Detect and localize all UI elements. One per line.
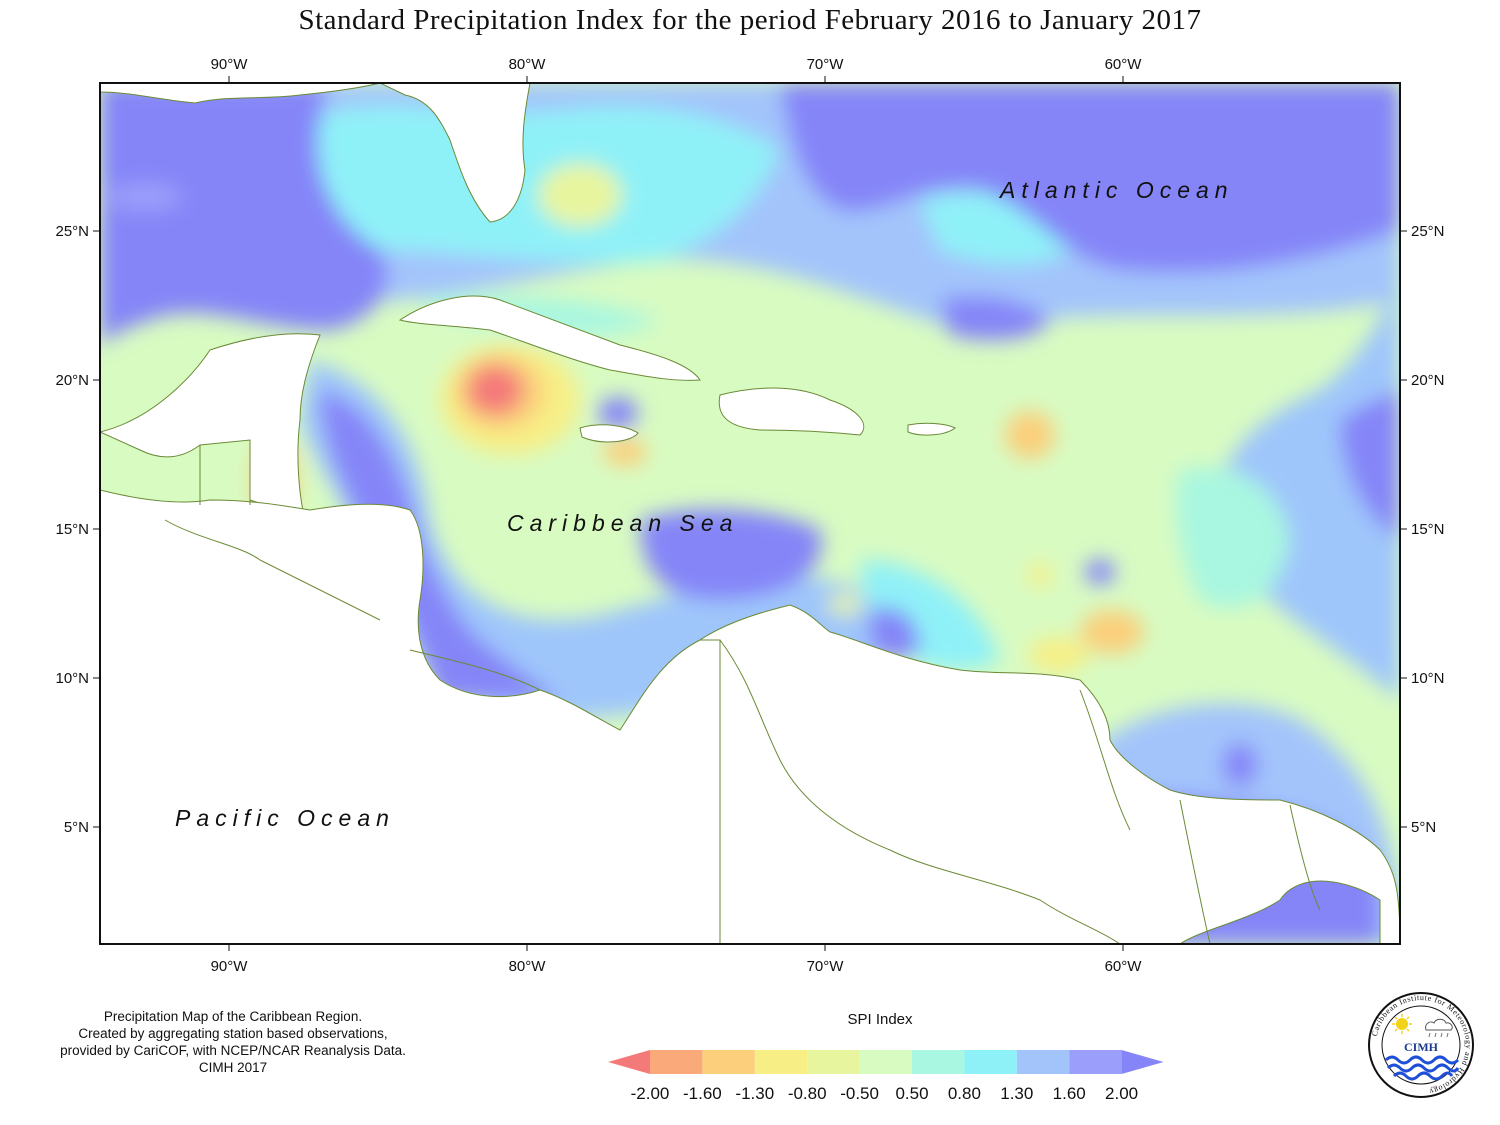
legend-title: SPI Index	[847, 1011, 913, 1028]
land-cuba	[398, 295, 701, 381]
spi-wet-atlantic-mid	[940, 296, 1050, 340]
lon-label-top: 70°W	[807, 56, 845, 73]
legend-break-label: -0.50	[840, 1084, 879, 1103]
land-jamaica	[579, 424, 639, 443]
spi-wet-small-5	[107, 183, 183, 211]
legend-break-label: 1.60	[1052, 1084, 1086, 1103]
spi-dry-leewards	[1005, 411, 1055, 459]
land-south-america	[698, 604, 1400, 944]
legend-break-label: 1.30	[1000, 1084, 1034, 1103]
sun-icon	[1392, 1014, 1412, 1034]
cimh-logo: Caribbean Institute for Meteorology and …	[1368, 992, 1474, 1098]
legend-break-label: -0.80	[787, 1084, 827, 1103]
spi-dry-cuba-south-core	[467, 365, 523, 415]
legend-break-label: -1.60	[683, 1084, 722, 1103]
credit-line: provided by CariCOF, with NCEP/NCAR Rean…	[60, 1043, 406, 1058]
spi-wet-gulf	[100, 83, 388, 350]
legend-swatch	[1121, 1050, 1164, 1074]
legend-labels: -2.00 -1.60 -1.30 -0.80 -0.50 0.50 0.80 1.30 1.6…	[0, 1084, 1500, 1108]
spi-dry-jamaica	[603, 438, 647, 466]
lon-label-bottom: 90°W	[211, 958, 249, 975]
lat-label-right: 20°N	[1411, 372, 1445, 389]
legend-swatch	[650, 1050, 703, 1074]
spi-wet-atlantic-north	[780, 83, 1400, 273]
lat-label-left: 5°N	[64, 819, 89, 836]
credit-line: CIMH 2017	[198, 1060, 268, 1075]
spi-cyan-florida-bahamas	[300, 106, 780, 263]
spi-dry-small-1	[1028, 563, 1052, 587]
map-title: Standard Precipitation Index for the per…	[298, 4, 1202, 36]
legend-swatch	[1069, 1050, 1122, 1074]
spi-wet-small-2	[1222, 743, 1258, 787]
legend-swatch	[912, 1050, 965, 1074]
lat-label-right: 5°N	[1411, 819, 1436, 836]
map-frame	[99, 82, 1401, 945]
caribbean-sea-label: Caribbean Sea	[507, 510, 738, 536]
credit-line: Precipitation Map of the Caribbean Regio…	[103, 1009, 363, 1024]
legend-swatch	[754, 1050, 808, 1074]
legend-break-label: -2.00	[630, 1084, 670, 1103]
spi-wet-caribbean-south	[640, 509, 822, 600]
logo-acronym: CIMH	[1404, 1040, 1439, 1054]
spi-band-east	[1215, 280, 1400, 700]
land-hispaniola	[718, 387, 865, 436]
country-borders	[164, 440, 1321, 944]
spi-legend	[608, 1050, 1164, 1074]
land-central-america	[100, 489, 721, 944]
spi-cyan-east	[1176, 467, 1290, 608]
land-gulf-coast	[100, 83, 381, 104]
spi-field	[100, 83, 1400, 944]
lat-label-left: 25°N	[55, 223, 89, 240]
spi-dry-small-2	[827, 595, 863, 615]
legend-break-label: 0.50	[895, 1084, 929, 1103]
lon-label-top: 80°W	[509, 56, 547, 73]
legend-break-label: -1.30	[735, 1084, 775, 1103]
legend-swatch	[1016, 1050, 1070, 1074]
legend-swatches	[608, 1050, 1164, 1074]
legend-swatch	[807, 1050, 860, 1074]
legend-swatch	[859, 1050, 912, 1074]
lat-label-left: 15°N	[55, 521, 89, 538]
legend-swatch	[702, 1050, 755, 1074]
spi-dry-bahamas	[538, 163, 622, 227]
spi-wet-small-3	[1085, 559, 1115, 585]
waves-icon	[1384, 1055, 1460, 1081]
legend-swatch	[964, 1050, 1017, 1074]
rain-cloud-icon	[1425, 1018, 1453, 1038]
spi-wet-east-edge	[1340, 390, 1400, 540]
legend-break-label: 0.80	[947, 1084, 981, 1103]
lon-label-top: 90°W	[211, 56, 249, 73]
lat-label-right: 15°N	[1411, 521, 1445, 538]
spi-dry-windwards	[1080, 610, 1144, 654]
lon-label-bottom: 80°W	[509, 958, 547, 975]
graticule-ticks	[93, 76, 1407, 951]
spi-wet-small-4	[598, 397, 638, 429]
land-florida	[379, 83, 531, 223]
credit-line: Created by aggregating station based obs…	[78, 1026, 388, 1041]
lon-label-top: 60°W	[1105, 56, 1143, 73]
spi-wet-small-1	[870, 607, 920, 659]
legend-swatch	[608, 1050, 650, 1074]
lat-label-left: 20°N	[55, 372, 89, 389]
spi-wet-nicaragua	[320, 390, 560, 700]
land-puerto-rico	[907, 422, 956, 436]
lon-label-bottom: 60°W	[1105, 958, 1143, 975]
legend-break-label: 2.00	[1105, 1084, 1139, 1103]
land-masses	[100, 83, 1400, 944]
lat-label-right: 10°N	[1411, 670, 1445, 687]
atlantic-ocean-label: Atlantic Ocean	[998, 177, 1234, 203]
lat-label-right: 25°N	[1411, 223, 1445, 240]
lon-label-bottom: 70°W	[807, 958, 845, 975]
pacific-ocean-label: Pacific Ocean	[175, 805, 395, 831]
map-credit: Precipitation Map of the Caribbean Regio…	[18, 1008, 448, 1076]
spi-map: 90°W 80°W 70°W 60°W 90°W 80°W 70°W 60°W …	[55, 56, 1445, 975]
lat-label-left: 10°N	[55, 670, 89, 687]
spi-dry-trinidad	[1028, 637, 1088, 673]
